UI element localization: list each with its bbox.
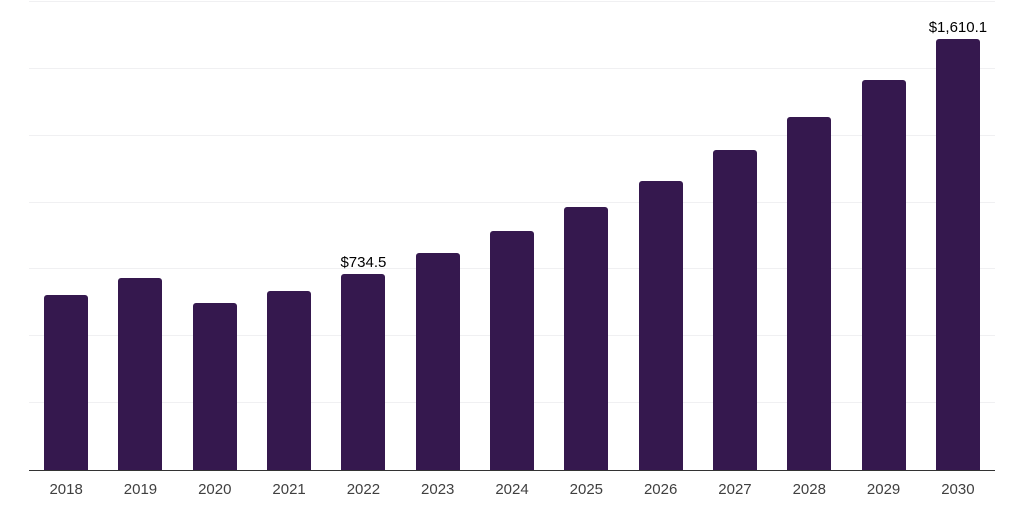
bar-2028 xyxy=(787,117,832,470)
x-tick-label-2018: 2018 xyxy=(49,481,83,498)
bar-2026 xyxy=(638,180,683,470)
x-axis-tick-labels: 2018 2019 2020 2021 2022 2023 2024 2025 2026 2027… xyxy=(29,481,995,499)
bar-group-2029 xyxy=(846,2,920,470)
bar-2025 xyxy=(564,206,609,470)
bar-group-2020 xyxy=(178,2,252,470)
plot-area: $734.5 $1,610.1 xyxy=(29,1,995,471)
x-tick-label-2030: 2030 xyxy=(941,481,975,498)
gridline-1750 xyxy=(29,1,995,2)
x-tick-label-2024: 2024 xyxy=(495,481,529,498)
bar-group-2025 xyxy=(549,2,623,470)
bar-2021 xyxy=(267,291,312,470)
bar-series: $734.5 $1,610.1 xyxy=(29,2,995,470)
bar-group-2027 xyxy=(698,2,772,470)
x-tick-label-2025: 2025 xyxy=(569,481,604,498)
bar-group-2028 xyxy=(772,2,846,470)
gridline-1500 xyxy=(29,67,995,69)
bar-2027 xyxy=(712,150,757,470)
x-tick-label-2027: 2027 xyxy=(718,481,752,498)
bar-2024 xyxy=(490,230,535,470)
bar-group-2024 xyxy=(475,2,549,470)
x-tick-label-2020: 2020 xyxy=(198,481,232,498)
x-tick-label-2026: 2026 xyxy=(643,481,678,498)
data-label-2022: $734.5 xyxy=(340,253,387,271)
x-tick-label-2023: 2023 xyxy=(421,481,455,498)
x-tick-label-2022: 2022 xyxy=(346,481,381,498)
bar-group-2023 xyxy=(401,2,475,470)
bar-2020 xyxy=(192,303,237,470)
bar-2023 xyxy=(415,252,460,470)
bar-2022: $734.5 xyxy=(340,255,386,470)
x-tick-label-2028: 2028 xyxy=(792,481,826,498)
gridline-1250 xyxy=(29,134,995,136)
x-tick-label-2021: 2021 xyxy=(272,481,306,498)
bar-2030: $1,610.1 xyxy=(929,20,987,470)
bar-group-2022: $734.5 xyxy=(326,2,400,470)
x-tick-label-2029: 2029 xyxy=(866,481,901,498)
bar-2018 xyxy=(44,295,89,470)
bar-2019 xyxy=(118,278,163,470)
bar-group-2018 xyxy=(29,2,103,470)
bar-group-2019 xyxy=(103,2,177,470)
bar-group-2030: $1,610.1 xyxy=(921,2,995,470)
data-label-2030: $1,610.1 xyxy=(928,19,988,37)
bar-2029 xyxy=(861,79,906,470)
x-tick-label-2019: 2019 xyxy=(123,481,158,498)
bar-group-2026 xyxy=(624,2,698,470)
gridline-1000 xyxy=(29,201,995,203)
bar-group-2021 xyxy=(252,2,326,470)
